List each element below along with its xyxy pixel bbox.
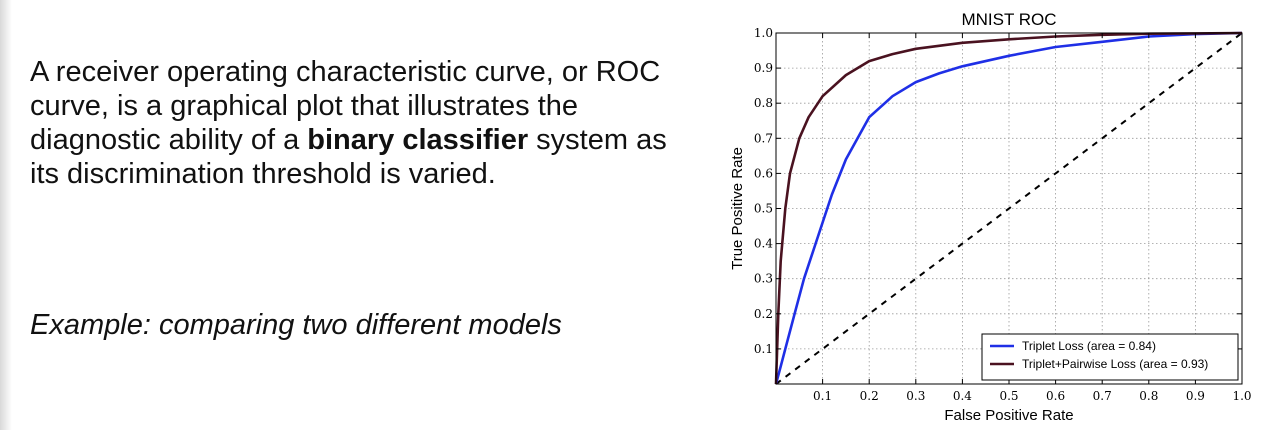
series-line-1	[774, 31, 1243, 385]
y-tick-label: 0.2	[754, 307, 773, 321]
y-tick-label: 0.9	[754, 61, 773, 75]
legend-box	[981, 333, 1239, 381]
legend-label: Triplet Loss (area = 0.84)	[1022, 339, 1156, 353]
y-tick-label: 0.5	[754, 202, 773, 216]
roc-chart: 0.1 0.2 0.3 0.4 0.5 0.6 0.7 0.8 0.9 1.0 0.1 0.2 0.3…	[729, 10, 1252, 424]
y-tick-label: 0.7	[754, 131, 773, 145]
y-tick-label: 1.0	[754, 26, 773, 40]
legend-label: Triplet+Pairwise Loss (area = 0.93)	[1022, 357, 1208, 371]
description-part-1: A receiver operating characteristic curv…	[30, 56, 661, 156]
y-tick-label: 0.8	[754, 96, 773, 110]
x-tick-label: 0.8	[1139, 389, 1158, 403]
slide-edge-shadow	[0, 0, 12, 430]
y-tick-label: 0.1	[754, 342, 773, 356]
x-tick-label: 0.6	[1046, 389, 1065, 403]
x-tick-label: 0.4	[953, 389, 972, 403]
y-axis-label: True Positive Rate	[729, 147, 746, 270]
x-tick-label: 0.2	[860, 389, 879, 403]
y-tick-label: 0.4	[754, 237, 773, 251]
x-tick-label: 0.7	[1093, 389, 1112, 403]
description-part-2: system as its discrimination threshold i…	[30, 124, 667, 190]
y-ticks: 0.1 0.2 0.3 0.4 0.5 0.6 0.7 0.8 0.9 1.0	[754, 26, 1242, 356]
description-bold-term: binary classifier	[307, 124, 529, 156]
y-tick-label: 0.6	[754, 166, 773, 180]
x-tick-label: 0.1	[813, 389, 832, 403]
x-tick-label: 1.0	[1232, 389, 1251, 403]
x-tick-label: 0.5	[999, 389, 1018, 403]
roc-description: A receiver operating characteristic curv…	[30, 55, 670, 191]
y-tick-label: 0.3	[754, 272, 773, 286]
example-caption: Example: comparing two different models	[30, 309, 562, 341]
x-tick-label: 0.3	[906, 389, 925, 403]
diagonal-layer	[775, 32, 1243, 385]
x-ticks: 0.1 0.2 0.3 0.4 0.5 0.6 0.7 0.8 0.9 1.0	[813, 33, 1252, 403]
x-axis-label: False Positive Rate	[944, 407, 1073, 424]
x-tick-label: 0.9	[1186, 389, 1205, 403]
chart-title: MNIST ROC	[961, 10, 1056, 29]
legend: Triplet Loss (area = 0.84) Triplet+Pairwi…	[981, 333, 1239, 381]
chance-diagonal-line	[775, 32, 1243, 385]
